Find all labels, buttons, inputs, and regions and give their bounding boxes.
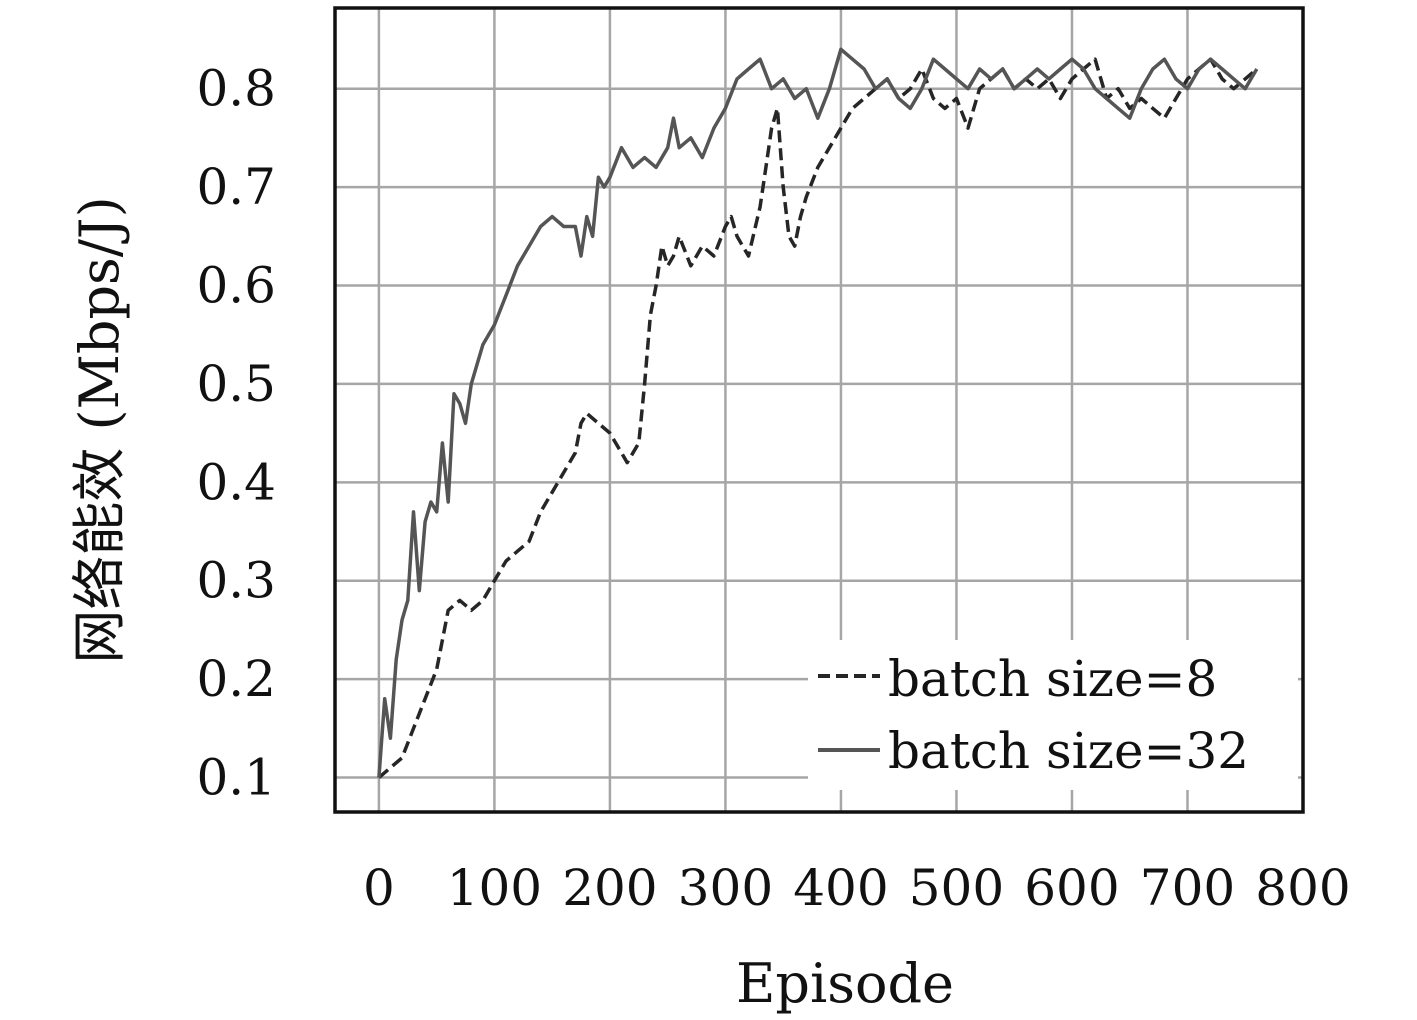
series-layer (377, 47, 1259, 779)
series-line-batch-size-8 (377, 57, 1258, 779)
legend: batch size=8 batch size=32 (808, 640, 1298, 790)
y-tick-label: 0.5 (196, 355, 276, 413)
x-axis-label: Episode (736, 952, 954, 1015)
x-tick-label: 300 (678, 859, 773, 917)
y-tick-labels: 0.1 0.2 0.3 0.4 0.5 0.6 0.7 0.8 (196, 60, 276, 807)
y-tick-label: 0.2 (196, 650, 276, 708)
legend-label-batch-size-8: batch size=8 (888, 650, 1217, 708)
x-tick-label: 700 (1140, 859, 1235, 917)
x-tick-label: 500 (909, 859, 1004, 917)
y-tick-label: 0.3 (196, 552, 276, 610)
y-tick-label: 0.4 (196, 453, 276, 511)
x-tick-label: 400 (793, 859, 888, 917)
y-axis-label: 网络能效 (Mbps/J) (68, 196, 131, 663)
y-tick-label: 0.6 (196, 257, 276, 315)
legend-label-batch-size-32: batch size=32 (888, 722, 1249, 780)
series-line-batch-size-32 (377, 47, 1259, 778)
y-tick-label: 0.7 (196, 158, 276, 216)
x-tick-label: 100 (447, 859, 542, 917)
x-tick-label: 600 (1024, 859, 1119, 917)
x-tick-label: 0 (363, 859, 395, 917)
x-tick-label: 800 (1255, 859, 1350, 917)
legend-box (808, 640, 1298, 790)
y-tick-label: 0.1 (196, 749, 276, 807)
plot-frame (333, 6, 1305, 814)
x-tick-label: 200 (562, 859, 657, 917)
x-tick-labels: 0 100 200 300 400 500 600 700 800 (363, 859, 1351, 917)
y-tick-label: 0.8 (196, 60, 276, 118)
